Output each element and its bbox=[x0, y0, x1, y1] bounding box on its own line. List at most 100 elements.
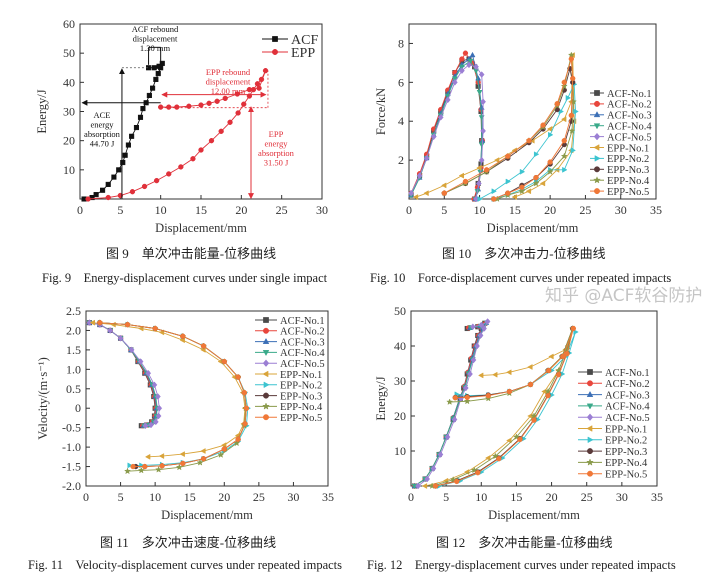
data-point bbox=[430, 133, 437, 141]
data-point bbox=[243, 405, 250, 411]
x-axis-label: Displacement/mm bbox=[161, 508, 253, 522]
data-point bbox=[546, 168, 554, 175]
x-tick-label: 30 bbox=[287, 490, 299, 504]
data-point bbox=[451, 416, 458, 423]
legend-item: EPP-No.3 bbox=[578, 447, 647, 458]
annotation-text: ACE bbox=[94, 110, 111, 120]
legend-marker bbox=[272, 49, 278, 55]
legend-marker bbox=[586, 390, 594, 397]
x-tick-label: 25 bbox=[579, 203, 591, 217]
data-point bbox=[196, 458, 204, 466]
data-point bbox=[423, 154, 430, 162]
data-point bbox=[512, 433, 520, 440]
data-point bbox=[451, 76, 458, 82]
y-axis-label: Velocity/(m·s⁻¹) bbox=[36, 357, 50, 440]
data-point bbox=[412, 194, 419, 201]
data-point bbox=[153, 76, 159, 82]
series-epp-no-5 bbox=[97, 320, 250, 470]
data-point bbox=[459, 67, 465, 75]
y-tick-label: 2.5 bbox=[66, 304, 81, 318]
data-point bbox=[166, 171, 172, 177]
data-point bbox=[148, 421, 154, 429]
legend-label: EPP-No.4 bbox=[280, 402, 323, 413]
fig9-caption-en: Fig. 9 Energy-displacement curves under … bbox=[42, 271, 328, 285]
legend-marker bbox=[594, 188, 600, 195]
legend-label: EPP-No.4 bbox=[607, 176, 650, 187]
x-tick-label: 35 bbox=[651, 490, 663, 504]
legend-item: EPP-No.3 bbox=[255, 391, 322, 402]
y-tick-label: 4 bbox=[398, 114, 404, 128]
data-point bbox=[452, 395, 458, 401]
data-point bbox=[561, 79, 567, 85]
legend-label: EPP-No.2 bbox=[280, 381, 322, 392]
data-point bbox=[198, 102, 204, 108]
data-point bbox=[458, 64, 465, 71]
data-point bbox=[568, 112, 574, 119]
legend-marker bbox=[262, 337, 270, 344]
data-point bbox=[568, 127, 576, 134]
data-point bbox=[227, 119, 233, 125]
data-point bbox=[474, 342, 480, 350]
x-tick-label: 0 bbox=[77, 203, 83, 217]
series-line bbox=[415, 55, 575, 198]
data-point bbox=[127, 462, 133, 469]
data-point bbox=[480, 127, 486, 135]
x-tick-label: 35 bbox=[650, 203, 662, 217]
data-point bbox=[254, 81, 261, 87]
legend-label: EPP-No.5 bbox=[280, 413, 322, 424]
chart-11: 0 5 10 15 20 25 30 35 2.5 2.0 1.5 1.0 0.5 0 -0.5 -1.0 -1… bbox=[36, 304, 334, 522]
legend-marker bbox=[587, 369, 593, 375]
x-tick-label: 35 bbox=[322, 490, 334, 504]
x-tick-label: 25 bbox=[581, 490, 593, 504]
data-point bbox=[519, 168, 526, 175]
data-point bbox=[128, 346, 135, 354]
legend-item: EPP-No.2 bbox=[255, 381, 322, 392]
plot-frame bbox=[410, 310, 658, 487]
data-point bbox=[430, 465, 437, 472]
data-point bbox=[437, 113, 444, 121]
y-tick-label: 6 bbox=[398, 75, 404, 89]
legend-label: EPP-No.1 bbox=[607, 143, 649, 154]
data-point bbox=[555, 372, 562, 378]
data-point bbox=[89, 319, 96, 326]
y-tick-label: 10 bbox=[63, 163, 75, 177]
legend-marker bbox=[594, 90, 600, 96]
data-point bbox=[97, 320, 103, 326]
data-point bbox=[506, 369, 512, 376]
data-point bbox=[484, 318, 491, 325]
legend-marker bbox=[587, 448, 593, 455]
fig12-caption-cn: 图 12 多次冲击能量-位移曲线 bbox=[436, 535, 613, 550]
data-point bbox=[563, 345, 571, 353]
data-point bbox=[517, 436, 523, 443]
y-tick-label: 60 bbox=[63, 17, 75, 31]
legend-marker bbox=[263, 317, 269, 323]
data-point bbox=[478, 142, 485, 148]
data-point bbox=[548, 131, 554, 138]
plot-frame bbox=[408, 23, 657, 200]
data-point bbox=[155, 393, 161, 400]
legend-label: EPP-No.3 bbox=[605, 447, 647, 458]
series-acf-no-4 bbox=[408, 58, 485, 203]
legend-marker bbox=[262, 359, 270, 367]
data-point bbox=[206, 100, 212, 106]
fig9-caption-cn: 图 9 单次冲击能量-位移曲线 bbox=[106, 246, 277, 261]
data-point bbox=[424, 475, 431, 483]
data-point bbox=[241, 101, 247, 107]
data-point bbox=[116, 167, 122, 173]
data-point bbox=[137, 358, 144, 365]
legend-label: ACF-No.2 bbox=[607, 100, 652, 111]
x-tick-label: 15 bbox=[510, 490, 522, 504]
data-point bbox=[530, 412, 538, 419]
series-acf-no-5 bbox=[415, 318, 491, 490]
data-point bbox=[561, 138, 567, 144]
data-point bbox=[491, 188, 497, 195]
legend-item: EPP-No.4 bbox=[590, 176, 650, 187]
data-point bbox=[485, 455, 491, 461]
y-axis-label: Force/kN bbox=[374, 88, 388, 135]
fig10-caption-en: Fig. 10 Force-displacement curves under … bbox=[370, 271, 672, 285]
x-axis-label: Displacement/mm bbox=[488, 508, 580, 522]
y-axis-label: Energy/J bbox=[374, 376, 388, 420]
data-point bbox=[464, 394, 470, 401]
data-point bbox=[408, 189, 414, 197]
series-line bbox=[431, 328, 574, 487]
